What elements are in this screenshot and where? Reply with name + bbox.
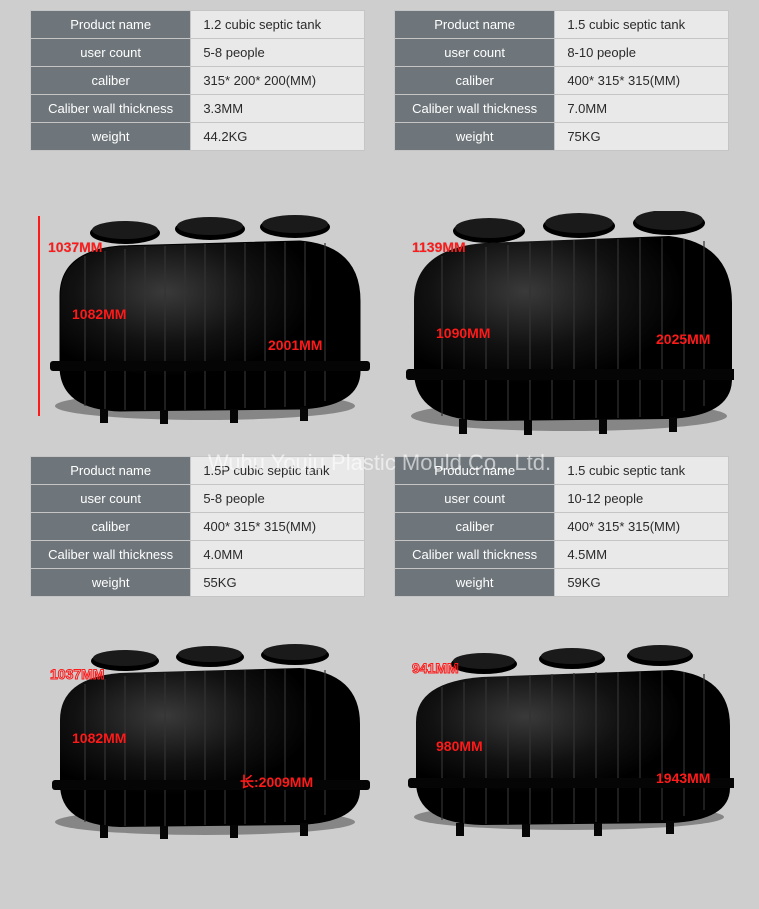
value-user-count: 5-8 people [191,39,365,67]
dim-length: 2025MM [656,331,710,347]
dim-width: 1082MM [72,730,126,746]
dim-width: 1090MM [436,325,490,341]
spec-table-1: Product name 1.2 cubic septic tank user … [30,10,365,151]
spec-table-3: Product name1.5P cubic septic tank user … [30,456,365,597]
dim-length: 1943MM [656,770,710,786]
value-weight: 44.2KG [191,123,365,151]
tank-image-2: 1139MM 1090MM 2025MM [394,211,729,431]
tank-image-4: 941MM 980MM 1943MM [394,642,729,842]
dim-height: 941MM [412,660,459,676]
label-wall-thickness: Caliber wall thickness [31,95,191,123]
label-weight: weight [31,123,191,151]
tank-image-1: 1037MM 1082MM 2001MM [30,211,365,431]
value-product-name: 1.2 cubic septic tank [191,11,365,39]
dim-width: 980MM [436,738,483,754]
value-caliber: 315* 200* 200(MM) [191,67,365,95]
middle-tank-row: 1037MM 1082MM 2001MM 1139MM 1090MM 2025M… [0,211,759,431]
dim-height: 1139MM [412,239,466,255]
label-user-count: user count [31,39,191,67]
value-wall-thickness: 3.3MM [191,95,365,123]
top-tables-row: Product name 1.2 cubic septic tank user … [0,0,759,151]
dim-length: 长:2009MM [240,772,313,792]
label-product-name: Product name [31,11,191,39]
tank-image-3: 1037MM 1082MM 长:2009MM [30,642,365,842]
bottom-tank-row: 1037MM 1082MM 长:2009MM 941MM 980MM 1943M… [0,642,759,842]
dim-height: 1037MM [50,666,104,682]
middle-tables-row: Product name1.5P cubic septic tank user … [0,456,759,597]
spec-table-2: Product name 1.5 cubic septic tank user … [394,10,729,151]
dim-width: 1082MM [72,306,126,322]
label-caliber: caliber [31,67,191,95]
watermark-text: Wuhu Youju Plastic Mould Co., Ltd. [208,450,551,476]
spec-table-4: Product name1.5 cubic septic tank user c… [394,456,729,597]
dim-length: 2001MM [268,337,322,353]
dim-height: 1037MM [48,239,102,255]
